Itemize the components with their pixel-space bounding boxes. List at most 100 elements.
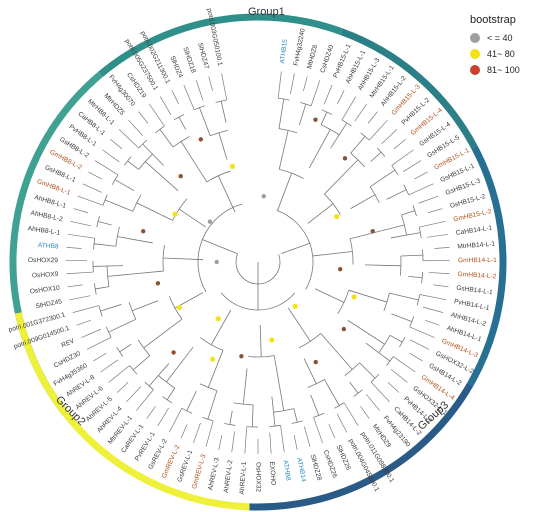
tip-branch [303,76,308,92]
group-ring [9,13,507,511]
internal-branch [137,339,151,356]
leaf-label: PvHB14-L-1 [453,298,490,312]
leaf-label: GmHB14-L-1 [458,257,497,264]
legend-label: 81~ 100 [487,65,520,75]
tip-branch [419,220,446,228]
legend-item-mid: 41~ 80 [470,46,548,62]
tip-branch [136,389,154,411]
tip-branch [328,424,336,439]
tip-branch [367,111,378,124]
tip-branch [208,76,213,92]
bootstrap-node [261,194,266,199]
internal-branch [365,342,391,362]
internal-branch [320,124,340,136]
tip-branch [410,339,430,350]
internal-branch [155,125,165,134]
tip-branch [81,328,101,338]
tip-branch [425,319,440,326]
tip-branch [146,406,156,419]
internal-branch [148,363,170,387]
bootstrap-node [351,294,357,300]
tip-branch [337,90,345,104]
internal-branch [207,350,224,388]
internal-branch [401,210,415,216]
tip-branch [293,435,298,451]
internal-branch [111,174,119,185]
tip-branch [108,365,130,383]
bootstrap-node [198,137,204,142]
internal-branch [359,362,376,379]
internal-branch [293,408,298,423]
tip-branch [393,356,416,373]
internal-branch [377,147,386,157]
internal-branch [132,194,142,212]
leaf-label: MtrHB14-L-1 [457,241,495,251]
internal-branch [207,390,218,420]
bootstrap-node [207,219,213,224]
internal-branch [273,355,285,411]
internal-branch [166,346,194,383]
tip-branch [304,426,311,447]
bootstrap-node [214,259,219,265]
leaf-label: GmHB15-L-2 [453,208,493,223]
tip-branch [72,305,99,313]
leaf-label: REV [60,337,76,349]
tip-branch [116,382,129,393]
leaf-label: GsHB15-L-3 [445,178,482,197]
bootstrap-node [341,326,347,332]
internal-branch [158,375,176,389]
internal-branch [127,160,139,170]
internal-branch [229,410,233,425]
internal-branch [215,99,227,103]
internal-branch [95,286,110,290]
leaf-label: AhHB8-L-1 [27,225,61,237]
tip-branch [157,407,170,426]
tip-branch [290,73,295,95]
tip-branch [427,233,449,238]
bootstrap-node [155,281,161,286]
tip-branch [86,336,112,350]
internal-branch [298,333,321,349]
bootstrap-node [178,173,183,179]
tip-branch [370,381,390,403]
internal-branch [347,319,385,345]
tip-branch [76,319,91,326]
tip-branch [159,96,172,115]
internal-branch [131,300,159,312]
tip-branch [171,90,179,104]
internal-branch [186,390,197,412]
internal-branch [162,245,165,272]
internal-branch [364,264,401,267]
internal-branch [278,130,289,170]
bootstrap-node [292,303,298,309]
tip-branch [422,306,444,313]
legend-label: 41~ 80 [487,49,515,59]
leaf-label: ATHB15 [279,39,289,64]
tip-branch [180,424,188,439]
internal-branch [360,132,370,141]
bootstrap-nodes [141,117,375,365]
tip-branch [73,208,89,214]
tip-branch [218,435,223,451]
tip-branch [366,394,380,411]
internal-branch [418,226,422,239]
internal-branch [341,119,352,127]
tip-branch [280,425,285,453]
internal-branch [128,301,137,320]
internal-branch [199,107,211,136]
internal-branch [344,362,360,376]
tree-branches [66,71,450,454]
internal-branch [172,136,190,148]
internal-branch [169,296,183,320]
bootstrap-node [239,354,244,359]
tip-branch [66,247,82,249]
leaf-label: AhREV-L-2 [223,459,234,493]
leaf-label: AhREV-L-3 [207,457,221,491]
tip-branch [69,295,91,301]
internal-branch [348,289,388,303]
leaf-label: SlHDZ4 [168,55,184,79]
internal-branch [143,318,183,349]
tip-branch [67,233,95,239]
ring-segment-group1-c [340,28,478,149]
tip-branch [409,326,435,338]
